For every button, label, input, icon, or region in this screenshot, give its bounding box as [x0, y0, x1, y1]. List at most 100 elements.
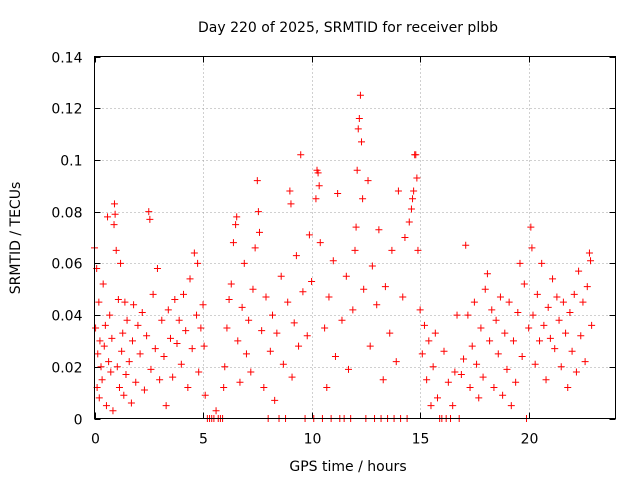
axis-ticks — [94, 56, 616, 420]
data-point — [102, 402, 110, 410]
data-point — [153, 265, 161, 273]
data-point — [108, 334, 116, 342]
y-tick-label: 0.12 — [51, 102, 82, 118]
data-point — [540, 321, 548, 329]
data-point — [114, 296, 122, 304]
chart-title: Day 220 of 2025, SRMTID for receiver plb… — [198, 20, 498, 36]
data-point — [200, 342, 208, 350]
data-point — [509, 337, 517, 345]
data-point — [464, 311, 472, 319]
data-point — [549, 275, 557, 283]
data-point — [221, 363, 229, 371]
data-point — [359, 195, 367, 203]
data-point — [518, 352, 526, 360]
data-point — [566, 308, 574, 316]
data-point — [527, 223, 535, 231]
data-point — [122, 371, 130, 379]
data-point — [360, 285, 368, 293]
data-point — [123, 316, 131, 324]
data-point — [460, 355, 468, 363]
data-point — [334, 190, 342, 198]
y-tick-label: 0.14 — [51, 51, 82, 67]
data-point — [190, 249, 198, 257]
data-point — [414, 246, 422, 254]
data-point — [409, 195, 417, 203]
data-point — [147, 365, 155, 373]
data-point — [486, 337, 494, 345]
data-point — [118, 347, 126, 355]
data-point — [394, 187, 402, 195]
data-point — [295, 342, 303, 350]
axis-tick-labels: 0 0.02 0.04 0.06 0.08 0.1 0.12 0.14 0 5 10 15 20 — [51, 51, 538, 448]
data-point — [399, 293, 407, 301]
data-point — [473, 360, 481, 368]
data-point — [583, 283, 591, 291]
data-point — [273, 329, 281, 337]
data-point — [287, 200, 295, 208]
data-point — [470, 298, 478, 306]
data-point — [355, 115, 363, 123]
data-point — [525, 324, 533, 332]
data-point — [457, 371, 465, 379]
data-point — [99, 280, 107, 288]
data-point — [197, 324, 205, 332]
data-point — [356, 91, 364, 99]
data-point — [344, 365, 352, 373]
data-point — [173, 340, 181, 348]
data-point — [321, 324, 329, 332]
data-point — [160, 352, 168, 360]
y-tick-label: 0.06 — [51, 257, 82, 273]
data-point — [564, 383, 572, 391]
y-axis-label: SRMTID / TECUs — [8, 182, 24, 295]
data-point — [529, 311, 537, 319]
data-point — [138, 308, 146, 316]
data-point — [420, 321, 428, 329]
data-point — [507, 402, 515, 410]
data-point — [542, 376, 550, 384]
data-point — [553, 293, 561, 301]
data-point — [242, 350, 250, 358]
data-point — [375, 226, 383, 234]
data-point — [177, 360, 185, 368]
data-point — [184, 383, 192, 391]
data-point — [245, 316, 253, 324]
data-point — [373, 301, 381, 309]
data-point — [229, 239, 237, 247]
data-point — [171, 296, 179, 304]
data-point — [427, 402, 435, 410]
grid — [94, 56, 616, 419]
data-point — [149, 290, 157, 298]
data-point — [136, 350, 144, 358]
data-point — [575, 267, 583, 275]
data-point — [212, 407, 220, 415]
data-point — [299, 288, 307, 296]
data-point — [429, 363, 437, 371]
data-point — [158, 316, 166, 324]
data-point — [568, 347, 576, 355]
data-point — [386, 329, 394, 337]
x-tick-label: 10 — [304, 432, 322, 448]
data-point — [410, 187, 418, 195]
data-point — [505, 298, 513, 306]
data-point — [247, 368, 255, 376]
data-point — [156, 376, 164, 384]
data-point — [351, 246, 359, 254]
data-point — [193, 311, 201, 319]
data-point — [401, 234, 409, 241]
data-point — [544, 303, 552, 311]
data-point — [236, 378, 244, 386]
data-point — [303, 332, 311, 340]
data-point — [297, 151, 305, 159]
data-point — [98, 376, 106, 384]
data-point — [125, 358, 133, 366]
data-point — [551, 345, 559, 353]
data-point — [413, 174, 421, 182]
data-point — [130, 301, 138, 309]
data-point — [538, 259, 546, 267]
data-point — [107, 368, 115, 376]
data-point — [182, 327, 190, 335]
data-point — [308, 277, 316, 285]
data-point — [531, 360, 539, 368]
data-point — [587, 257, 595, 265]
